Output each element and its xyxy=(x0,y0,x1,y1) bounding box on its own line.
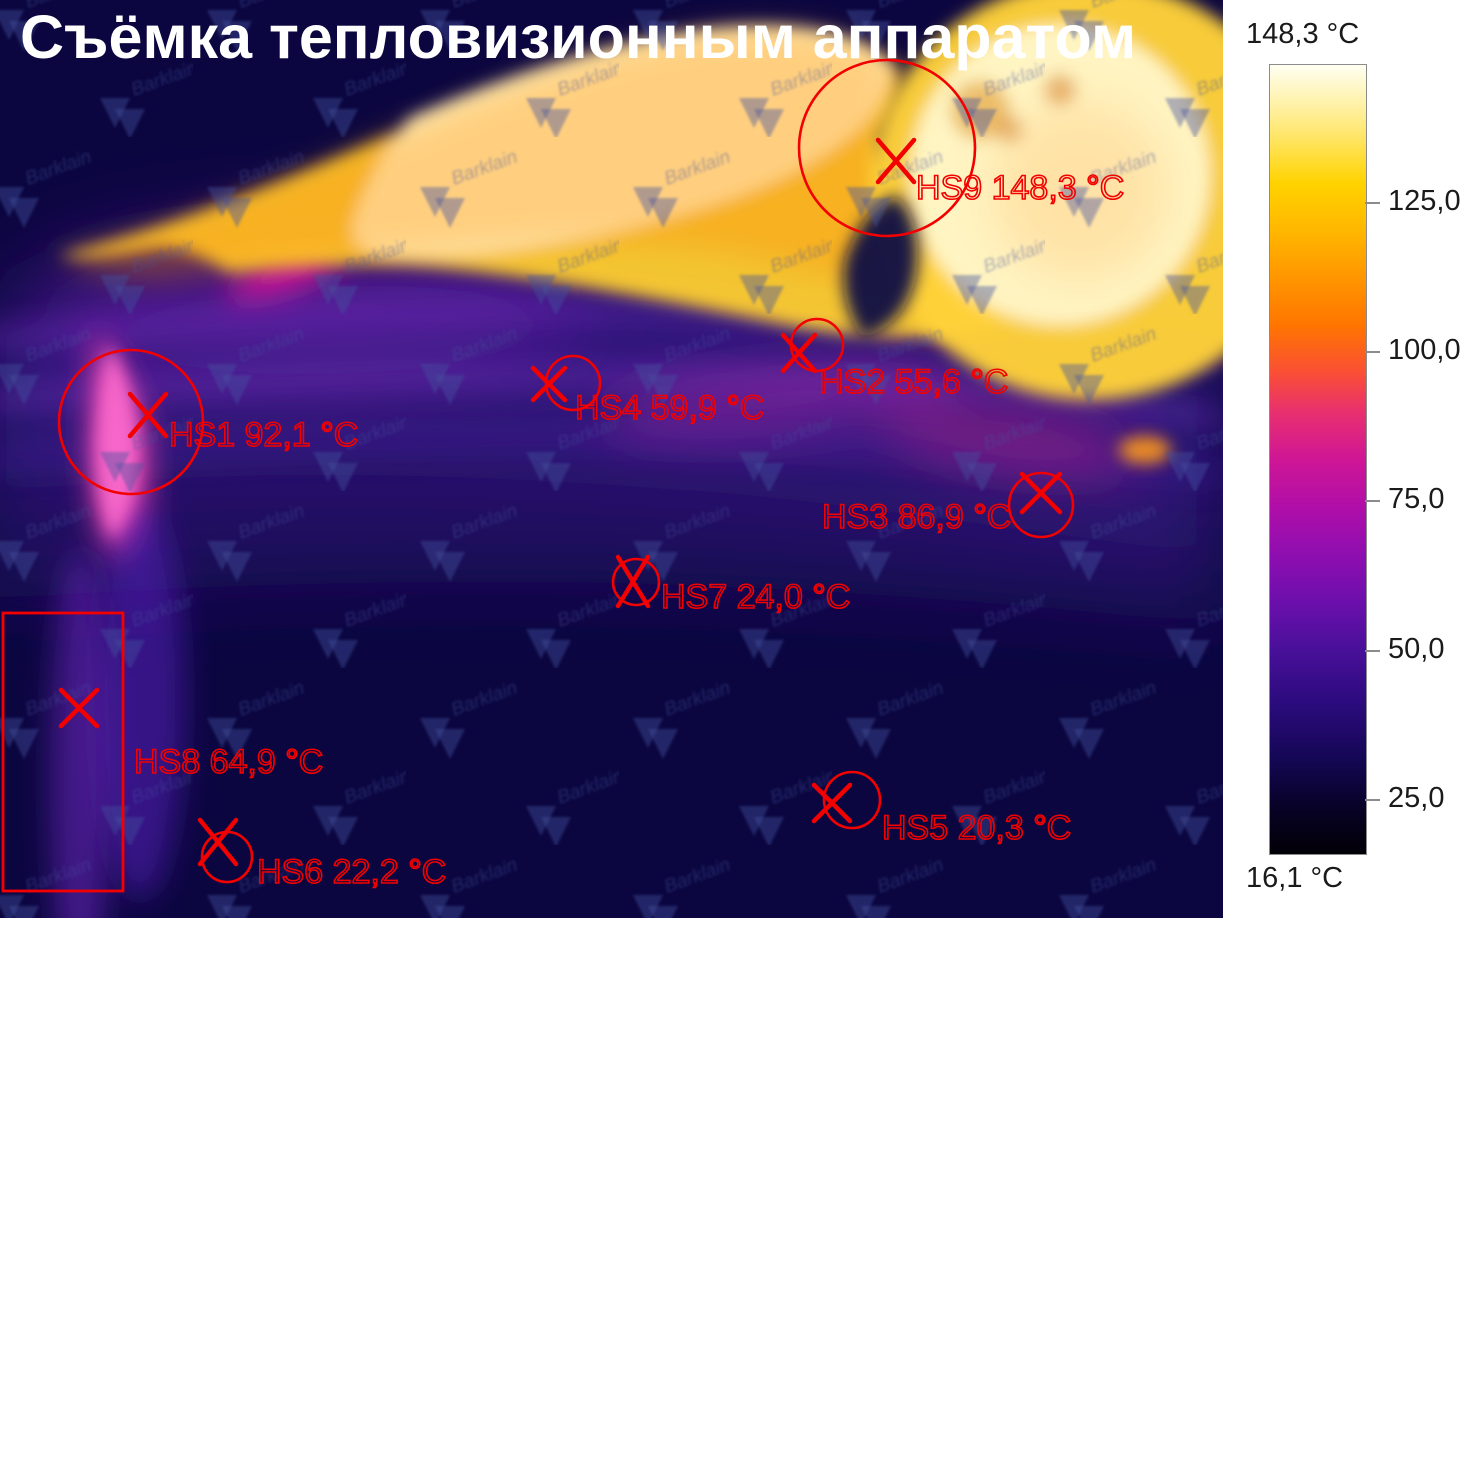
svg-text:HS3 86,9 °C: HS3 86,9 °C xyxy=(822,498,1011,536)
svg-text:HS7 24,0 °C: HS7 24,0 °C xyxy=(661,578,850,616)
svg-text:HS8 64,9 °C: HS8 64,9 °C xyxy=(134,743,323,781)
svg-text:HS1 92,1 °C: HS1 92,1 °C xyxy=(169,416,358,454)
svg-text:HS6 22,2 °C: HS6 22,2 °C xyxy=(257,853,446,891)
svg-text:HS2 55,6 °C: HS2 55,6 °C xyxy=(819,363,1008,401)
svg-text:HS5 20,3 °C: HS5 20,3 °C xyxy=(882,809,1071,847)
svg-text:HS9 148,3 °C: HS9 148,3 °C xyxy=(916,169,1124,207)
svg-text:HS4 59,9 °C: HS4 59,9 °C xyxy=(575,389,764,427)
